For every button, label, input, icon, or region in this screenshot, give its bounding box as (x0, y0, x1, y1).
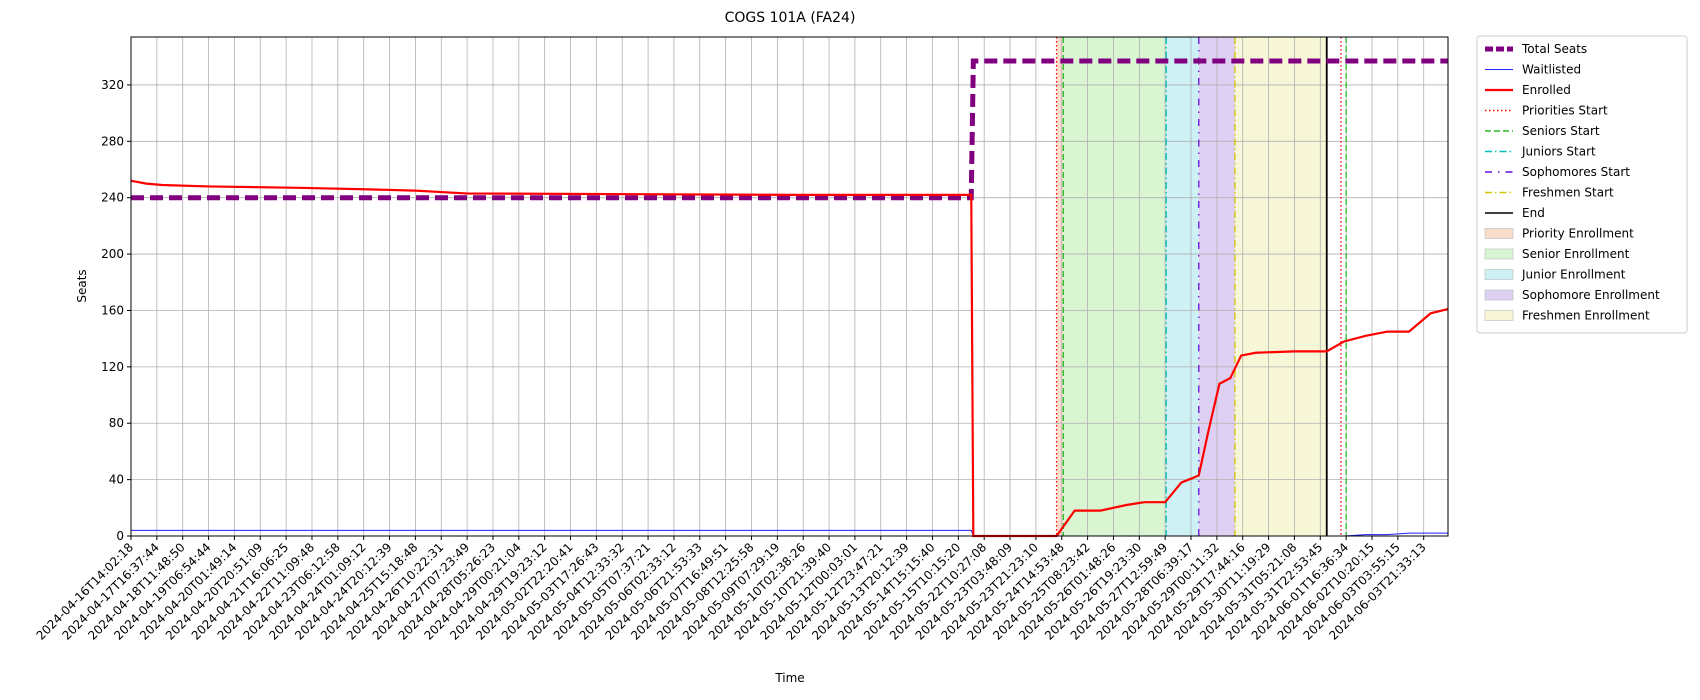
plot-frame (130, 36, 1449, 537)
legend-swatch (1484, 248, 1514, 260)
legend-swatch (1484, 310, 1514, 321)
legend-label: Waitlisted (1522, 63, 1581, 77)
legend-label: Priorities Start (1522, 104, 1608, 118)
y-tick-label: 0 (116, 529, 124, 543)
legend-label: Seniors Start (1522, 124, 1600, 138)
legend-label: Priority Enrollment (1522, 227, 1634, 241)
y-tick-label: 40 (109, 473, 124, 487)
legend-swatch (1484, 269, 1514, 280)
legend-swatch (1484, 289, 1514, 301)
legend-box (1476, 35, 1688, 334)
legend-label: Freshmen Start (1522, 186, 1614, 200)
y-tick-label: 160 (101, 303, 124, 317)
y-tick-label: 120 (101, 360, 124, 374)
chart-title: COGS 101A (FA24) (725, 10, 856, 26)
legend-label: Senior Enrollment (1522, 247, 1630, 261)
legend-label: Total Seats (1521, 42, 1587, 56)
y-tick-label: 80 (109, 416, 124, 430)
enrollment-span (1166, 37, 1199, 536)
legend-label: End (1522, 206, 1545, 220)
legend-label: Sophomores Start (1522, 165, 1630, 179)
legend-label: Sophomore Enrollment (1522, 288, 1660, 302)
y-tick-label: 200 (101, 247, 124, 261)
legend-label: Junior Enrollment (1521, 268, 1626, 282)
series-line (130, 179, 1449, 538)
legend-label: Juniors Start (1521, 145, 1596, 159)
legend-label: Freshmen Enrollment (1522, 309, 1650, 323)
series-line (131, 58, 1448, 201)
y-tick-label: 280 (101, 134, 124, 148)
legend-label: Enrolled (1522, 83, 1571, 97)
enrollment-span (1234, 37, 1327, 536)
y-tick-label: 320 (101, 78, 124, 92)
legend-swatch (1484, 228, 1514, 239)
y-axis-label: Seats (75, 269, 89, 302)
x-axis-label: Time (774, 671, 804, 685)
y-tick-label: 240 (101, 191, 124, 205)
enrollment-span (1056, 37, 1064, 536)
enrollment-span (1063, 37, 1167, 536)
